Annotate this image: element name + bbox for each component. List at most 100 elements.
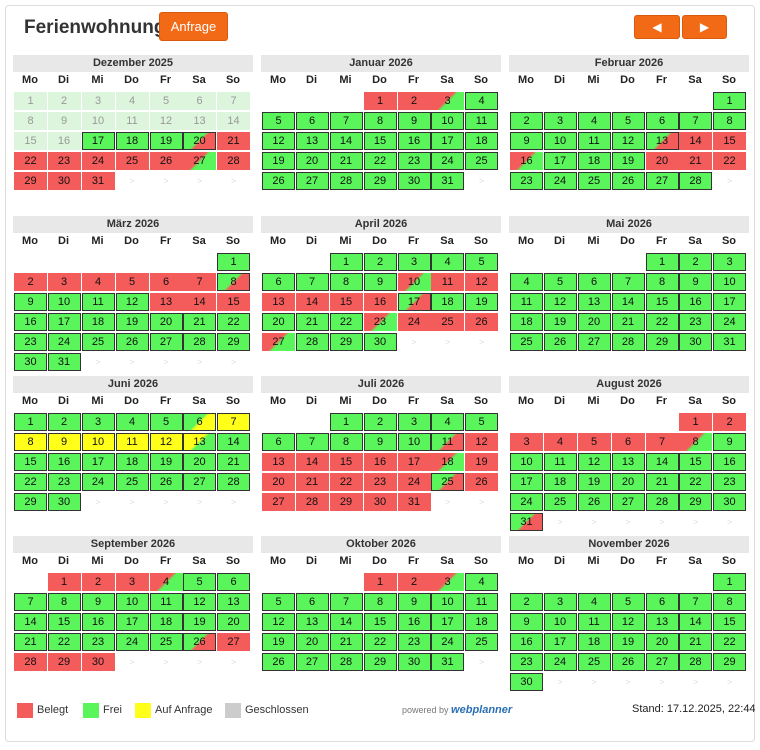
day-cell[interactable]: 31 bbox=[431, 653, 464, 671]
day-cell[interactable]: 28 bbox=[14, 653, 47, 671]
day-cell[interactable]: 13 bbox=[295, 613, 329, 631]
day-cell[interactable]: 16 bbox=[397, 132, 431, 150]
day-cell[interactable]: 14 bbox=[329, 613, 363, 631]
day-cell[interactable]: 4 bbox=[465, 573, 498, 591]
day-cell[interactable]: 19 bbox=[465, 293, 498, 311]
day-cell[interactable]: 6 bbox=[295, 593, 329, 611]
day-cell[interactable]: 19 bbox=[611, 633, 645, 651]
day-cell[interactable]: 12 bbox=[577, 453, 611, 471]
day-cell[interactable]: 10 bbox=[713, 273, 746, 291]
day-cell[interactable]: 22 bbox=[713, 633, 746, 651]
day-cell[interactable]: 11 bbox=[465, 112, 498, 130]
day-cell[interactable]: 28 bbox=[329, 172, 363, 190]
day-cell[interactable]: 24 bbox=[713, 313, 746, 331]
day-cell[interactable]: 14 bbox=[14, 613, 47, 631]
day-cell[interactable]: 23 bbox=[510, 653, 543, 671]
day-cell[interactable]: 30 bbox=[14, 353, 47, 371]
day-cell[interactable]: 19 bbox=[149, 453, 183, 471]
day-cell[interactable]: 4 bbox=[543, 433, 577, 451]
day-cell[interactable]: 4 bbox=[431, 253, 464, 271]
day-cell[interactable]: 17 bbox=[510, 473, 543, 491]
day-cell[interactable]: 14 bbox=[183, 293, 216, 311]
day-cell[interactable]: 18 bbox=[115, 453, 149, 471]
day-cell[interactable]: 9 bbox=[363, 273, 397, 291]
day-cell[interactable]: 3 bbox=[397, 253, 431, 271]
day-cell[interactable]: 17 bbox=[397, 293, 431, 311]
day-cell[interactable]: 2 bbox=[510, 112, 543, 130]
day-cell[interactable]: 26 bbox=[262, 653, 295, 671]
day-cell[interactable]: 4 bbox=[510, 273, 543, 291]
day-cell[interactable]: 8 bbox=[363, 112, 397, 130]
day-cell[interactable]: 3 bbox=[543, 112, 577, 130]
day-cell[interactable]: 27 bbox=[645, 653, 679, 671]
day-cell[interactable]: 26 bbox=[465, 473, 498, 491]
day-cell[interactable]: 6 bbox=[149, 273, 183, 291]
day-cell[interactable]: 1 bbox=[217, 253, 250, 271]
day-cell[interactable]: 10 bbox=[81, 433, 115, 451]
day-cell[interactable]: 16 bbox=[363, 453, 397, 471]
powered-by[interactable]: powered by webplanner bbox=[402, 704, 512, 716]
day-cell[interactable]: 30 bbox=[47, 493, 81, 511]
day-cell[interactable]: 5 bbox=[465, 253, 498, 271]
day-cell[interactable]: 22 bbox=[645, 313, 679, 331]
day-cell[interactable]: 26 bbox=[262, 172, 295, 190]
day-cell[interactable]: 6 bbox=[577, 273, 611, 291]
day-cell[interactable]: 27 bbox=[611, 493, 645, 511]
day-cell[interactable]: 10 bbox=[510, 453, 543, 471]
day-cell[interactable]: 24 bbox=[543, 653, 577, 671]
day-cell[interactable]: 4 bbox=[577, 593, 611, 611]
day-cell[interactable]: 17 bbox=[115, 613, 149, 631]
day-cell[interactable]: 10 bbox=[543, 613, 577, 631]
day-cell[interactable]: 11 bbox=[543, 453, 577, 471]
day-cell[interactable]: 27 bbox=[645, 172, 679, 190]
day-cell[interactable]: 3 bbox=[47, 273, 81, 291]
day-cell[interactable]: 7 bbox=[14, 593, 47, 611]
day-cell[interactable]: 27 bbox=[183, 473, 216, 491]
day-cell[interactable]: 8 bbox=[363, 593, 397, 611]
day-cell[interactable]: 3 bbox=[431, 573, 464, 591]
day-cell[interactable]: 4 bbox=[115, 413, 149, 431]
day-cell[interactable]: 28 bbox=[329, 653, 363, 671]
day-cell[interactable]: 15 bbox=[217, 293, 250, 311]
day-cell[interactable]: 5 bbox=[115, 273, 149, 291]
day-cell[interactable]: 21 bbox=[679, 152, 712, 170]
day-cell[interactable]: 15 bbox=[363, 132, 397, 150]
day-cell[interactable]: 23 bbox=[47, 473, 81, 491]
day-cell[interactable]: 26 bbox=[611, 653, 645, 671]
day-cell[interactable]: 8 bbox=[47, 593, 81, 611]
day-cell[interactable]: 9 bbox=[81, 593, 115, 611]
day-cell[interactable]: 1 bbox=[329, 413, 363, 431]
day-cell[interactable]: 9 bbox=[47, 433, 81, 451]
day-cell[interactable]: 10 bbox=[431, 593, 464, 611]
day-cell[interactable]: 12 bbox=[262, 132, 295, 150]
day-cell[interactable]: 25 bbox=[81, 333, 115, 351]
day-cell[interactable]: 14 bbox=[679, 132, 712, 150]
day-cell[interactable]: 1 bbox=[14, 413, 47, 431]
day-cell[interactable]: 25 bbox=[465, 633, 498, 651]
day-cell[interactable]: 16 bbox=[47, 453, 81, 471]
day-cell[interactable]: 2 bbox=[397, 92, 431, 110]
day-cell[interactable]: 5 bbox=[262, 112, 295, 130]
day-cell[interactable]: 24 bbox=[510, 493, 543, 511]
day-cell[interactable]: 28 bbox=[679, 653, 712, 671]
day-cell[interactable]: 29 bbox=[645, 333, 679, 351]
day-cell[interactable]: 30 bbox=[679, 333, 712, 351]
day-cell[interactable]: 25 bbox=[115, 473, 149, 491]
day-cell[interactable]: 27 bbox=[577, 333, 611, 351]
day-cell[interactable]: 20 bbox=[295, 633, 329, 651]
day-cell[interactable]: 21 bbox=[645, 473, 679, 491]
day-cell[interactable]: 15 bbox=[679, 453, 712, 471]
day-cell[interactable]: 20 bbox=[262, 313, 295, 331]
day-cell[interactable]: 29 bbox=[679, 493, 712, 511]
day-cell[interactable]: 8 bbox=[713, 112, 746, 130]
day-cell[interactable]: 12 bbox=[262, 613, 295, 631]
day-cell[interactable]: 10 bbox=[397, 433, 431, 451]
day-cell[interactable]: 11 bbox=[115, 433, 149, 451]
day-cell[interactable]: 15 bbox=[14, 453, 47, 471]
day-cell[interactable]: 20 bbox=[611, 473, 645, 491]
day-cell[interactable]: 24 bbox=[543, 172, 577, 190]
day-cell[interactable]: 28 bbox=[645, 493, 679, 511]
webplanner-logo[interactable]: webplanner bbox=[451, 704, 513, 716]
day-cell[interactable]: 23 bbox=[81, 633, 115, 651]
day-cell[interactable]: 1 bbox=[713, 92, 746, 110]
